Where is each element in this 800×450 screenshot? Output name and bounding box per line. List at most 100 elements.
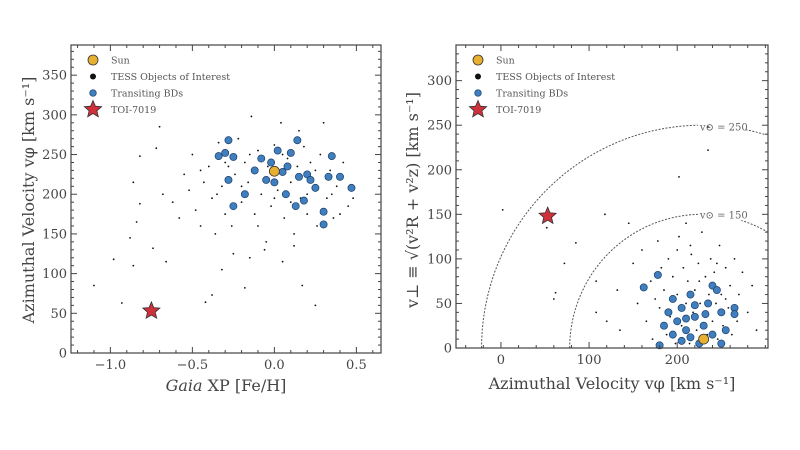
toi-point xyxy=(751,284,754,287)
right-panel-toomre: v⊥ ≡ √(v²R + v²z) [km s⁻¹] Azimuthal Vel… xyxy=(403,44,769,393)
toi-point xyxy=(688,342,691,345)
legend-sun-marker xyxy=(472,54,484,66)
toi-point xyxy=(595,311,598,314)
toi-point xyxy=(704,275,707,278)
legend-toi-marker xyxy=(90,73,96,80)
toi-point xyxy=(138,202,141,205)
toi-point xyxy=(627,222,630,225)
toi-point xyxy=(286,157,289,160)
y-tick-label: 250 xyxy=(42,148,67,163)
transiting-bd-point xyxy=(717,308,726,317)
toi-point xyxy=(276,189,279,192)
transiting-bd-point xyxy=(682,326,690,335)
toi-point xyxy=(552,298,555,300)
transiting-bd-point xyxy=(639,283,648,292)
toi-point xyxy=(698,280,701,283)
legend-bd-marker xyxy=(89,89,97,97)
toi-point xyxy=(755,329,758,332)
toi-point xyxy=(605,320,608,323)
toi-point xyxy=(695,329,698,332)
legend-entry: TOI-7019 xyxy=(496,105,541,116)
toi-point xyxy=(132,264,135,267)
transiting-bd-point xyxy=(682,314,690,323)
toi-point xyxy=(645,320,648,323)
toi-point xyxy=(707,149,709,152)
toi-point xyxy=(669,315,672,318)
toi-point xyxy=(707,126,709,128)
annotation-bg xyxy=(697,120,744,133)
toi-point xyxy=(616,289,619,291)
sun-point xyxy=(268,165,280,177)
toi-point xyxy=(199,169,202,172)
transiting-bd-point xyxy=(668,330,677,339)
y-tick-label: 150 xyxy=(427,208,452,223)
transiting-bd-point xyxy=(664,308,673,317)
toi-7019-star xyxy=(141,300,161,320)
toi-point xyxy=(207,165,210,168)
toi-point xyxy=(132,181,135,184)
toi-point xyxy=(660,266,663,269)
toi-point xyxy=(736,320,739,323)
transiting-bd-point xyxy=(668,295,677,303)
toi-point xyxy=(727,306,730,309)
toi-point xyxy=(676,293,679,296)
toi-point xyxy=(220,185,223,188)
left-ylabel: Azimuthal Velocity vφ [km s⁻¹] xyxy=(19,77,38,325)
toi-point xyxy=(651,338,654,340)
plot-area xyxy=(93,115,356,320)
transiting-bd-point xyxy=(267,158,276,167)
toi-point xyxy=(199,225,202,227)
toi-point xyxy=(545,226,548,229)
toi-point xyxy=(738,293,740,296)
transiting-bd-point xyxy=(240,190,249,199)
legend-entry: Transiting BDs xyxy=(111,89,183,100)
y-tick-label: 300 xyxy=(42,108,67,123)
toi-point xyxy=(232,252,235,255)
toi-point xyxy=(699,302,702,305)
toi-point xyxy=(253,213,256,215)
transiting-bd-point xyxy=(721,326,730,335)
toi-point xyxy=(339,213,341,215)
toi-point xyxy=(306,193,309,196)
toi-point xyxy=(204,301,207,304)
y-tick-label: 350 xyxy=(42,69,67,84)
toi-point xyxy=(314,169,317,172)
toi-point xyxy=(335,185,338,188)
toi-point xyxy=(309,161,312,164)
sun-point xyxy=(698,333,710,345)
toi-point xyxy=(161,193,164,196)
toi-point xyxy=(682,266,685,269)
toi-point xyxy=(689,244,692,247)
transiting-bd-point xyxy=(229,202,238,211)
toi-point xyxy=(230,225,233,227)
toi-point xyxy=(266,165,269,168)
toi-point xyxy=(217,141,220,144)
legend-entry: Sun xyxy=(496,56,515,67)
toi-point xyxy=(188,189,190,192)
transiting-bd-point xyxy=(686,333,695,342)
transiting-bd-point xyxy=(273,146,282,155)
y-tick-label: 200 xyxy=(427,163,452,178)
toi-point xyxy=(257,149,259,152)
transiting-bd-point xyxy=(677,303,686,312)
y-tick-label: 200 xyxy=(42,188,67,203)
toi-point xyxy=(263,248,266,251)
toi-point xyxy=(663,289,665,291)
annotation-bg xyxy=(697,208,744,221)
toi-point xyxy=(191,153,194,156)
toi-point xyxy=(700,231,703,234)
toi-point xyxy=(211,294,213,296)
toi-point xyxy=(211,197,213,200)
toi-point xyxy=(289,181,292,184)
transiting-bd-point xyxy=(686,290,695,299)
toi-point xyxy=(329,169,332,172)
toi-point xyxy=(619,329,621,332)
legend-entry: TOI-7019 xyxy=(111,105,156,116)
right-xlabel: Azimuthal Velocity vφ [km s⁻¹] xyxy=(488,374,736,393)
toi-point xyxy=(656,240,659,242)
toi-point xyxy=(183,173,186,176)
velocity-circle-label: v⊙ = 150 xyxy=(699,210,748,221)
toi-point xyxy=(746,311,749,314)
transiting-bd-point xyxy=(221,149,230,157)
toi-point xyxy=(240,185,243,188)
